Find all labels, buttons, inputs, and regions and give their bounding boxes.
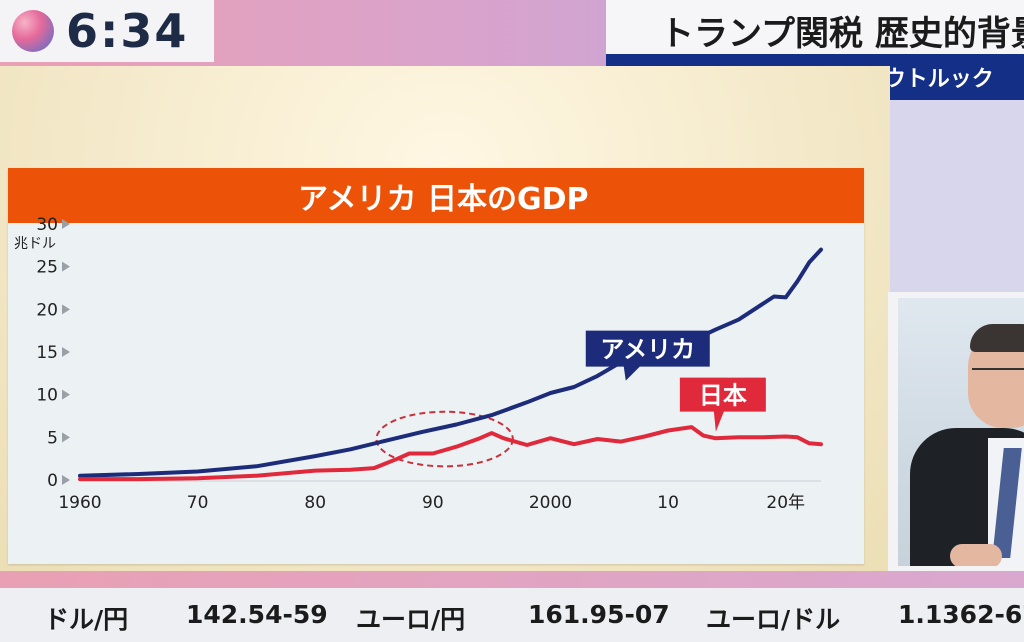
gdp-chart-card: アメリカ 日本のGDP 兆ドル 0 5 10 15 20 25 30 1960 70 80 90 200… [8,168,864,564]
y-tick-label: 30 [36,215,58,235]
series-line-usa [78,247,823,478]
usa-callout-label: アメリカ [600,336,695,364]
program-title-box: トランプ関税 歴史的背景 [606,0,1024,54]
presenter-hair [970,324,1024,352]
x-tick-label: 10 [657,493,679,513]
ticker-value-usd-jpy: 142.54-59 [186,600,328,629]
y-tick-label: 15 [36,343,58,363]
x-tick-label: 90 [422,493,444,513]
presenter-glasses [972,368,1024,382]
presenter-hand [950,544,1002,566]
y-tick-marker [62,475,70,485]
channel-logo-icon [12,10,54,52]
y-tick-label: 25 [36,258,58,278]
y-tick-label: 20 [36,300,58,320]
ticker-value-eur-usd: 1.1362-67 [898,600,1024,629]
ticker-accent-strip [0,571,1024,588]
ticker-label-eur-jpy: ユーロ/円 [356,605,466,634]
ticker-label-eur-usd: ユーロ/ドル [706,605,841,634]
y-tick-marker [62,347,70,357]
usa-callout-box [585,330,710,381]
x-tick-label: 20年 [766,493,805,513]
y-tick-marker [62,304,70,315]
fx-ticker: ドル/円 142.54-59 ユーロ/円 161.95-07 ユーロ/ドル 1.… [0,588,1024,642]
x-tick-label: 80 [304,493,326,513]
y-tick-label: 0 [47,471,58,491]
japan-callout-box [679,377,766,432]
x-tick-label: 70 [187,493,209,513]
y-tick-marker [62,432,70,443]
y-tick-marker [62,389,70,400]
chart-title: アメリカ 日本のGDP [298,181,589,217]
japan-callout-label: 日本 [699,382,747,410]
presenter-inset [888,292,1024,572]
clock-box: 6:34 [0,0,214,62]
ticker-value-eur-jpy: 161.95-07 [528,600,670,629]
x-tick-label: 2000 [529,493,572,513]
presenter-video [898,298,1024,566]
ticker-label-usd-jpy: ドル/円 [44,605,129,634]
right-background-panel [890,100,1024,300]
chart-header: アメリカ 日本のGDP [8,168,864,223]
program-title: トランプ関税 歴史的背景 [660,14,1024,54]
series-line-japan [78,425,823,482]
y-axis-unit-label: 兆ドル [14,236,56,252]
clock-time: 6:34 [66,4,189,58]
x-tick-label: 1960 [58,493,101,513]
y-tick-label: 10 [36,386,58,406]
y-tick-label: 5 [47,428,58,448]
y-tick-marker [62,219,70,229]
y-tick-marker [62,261,70,272]
